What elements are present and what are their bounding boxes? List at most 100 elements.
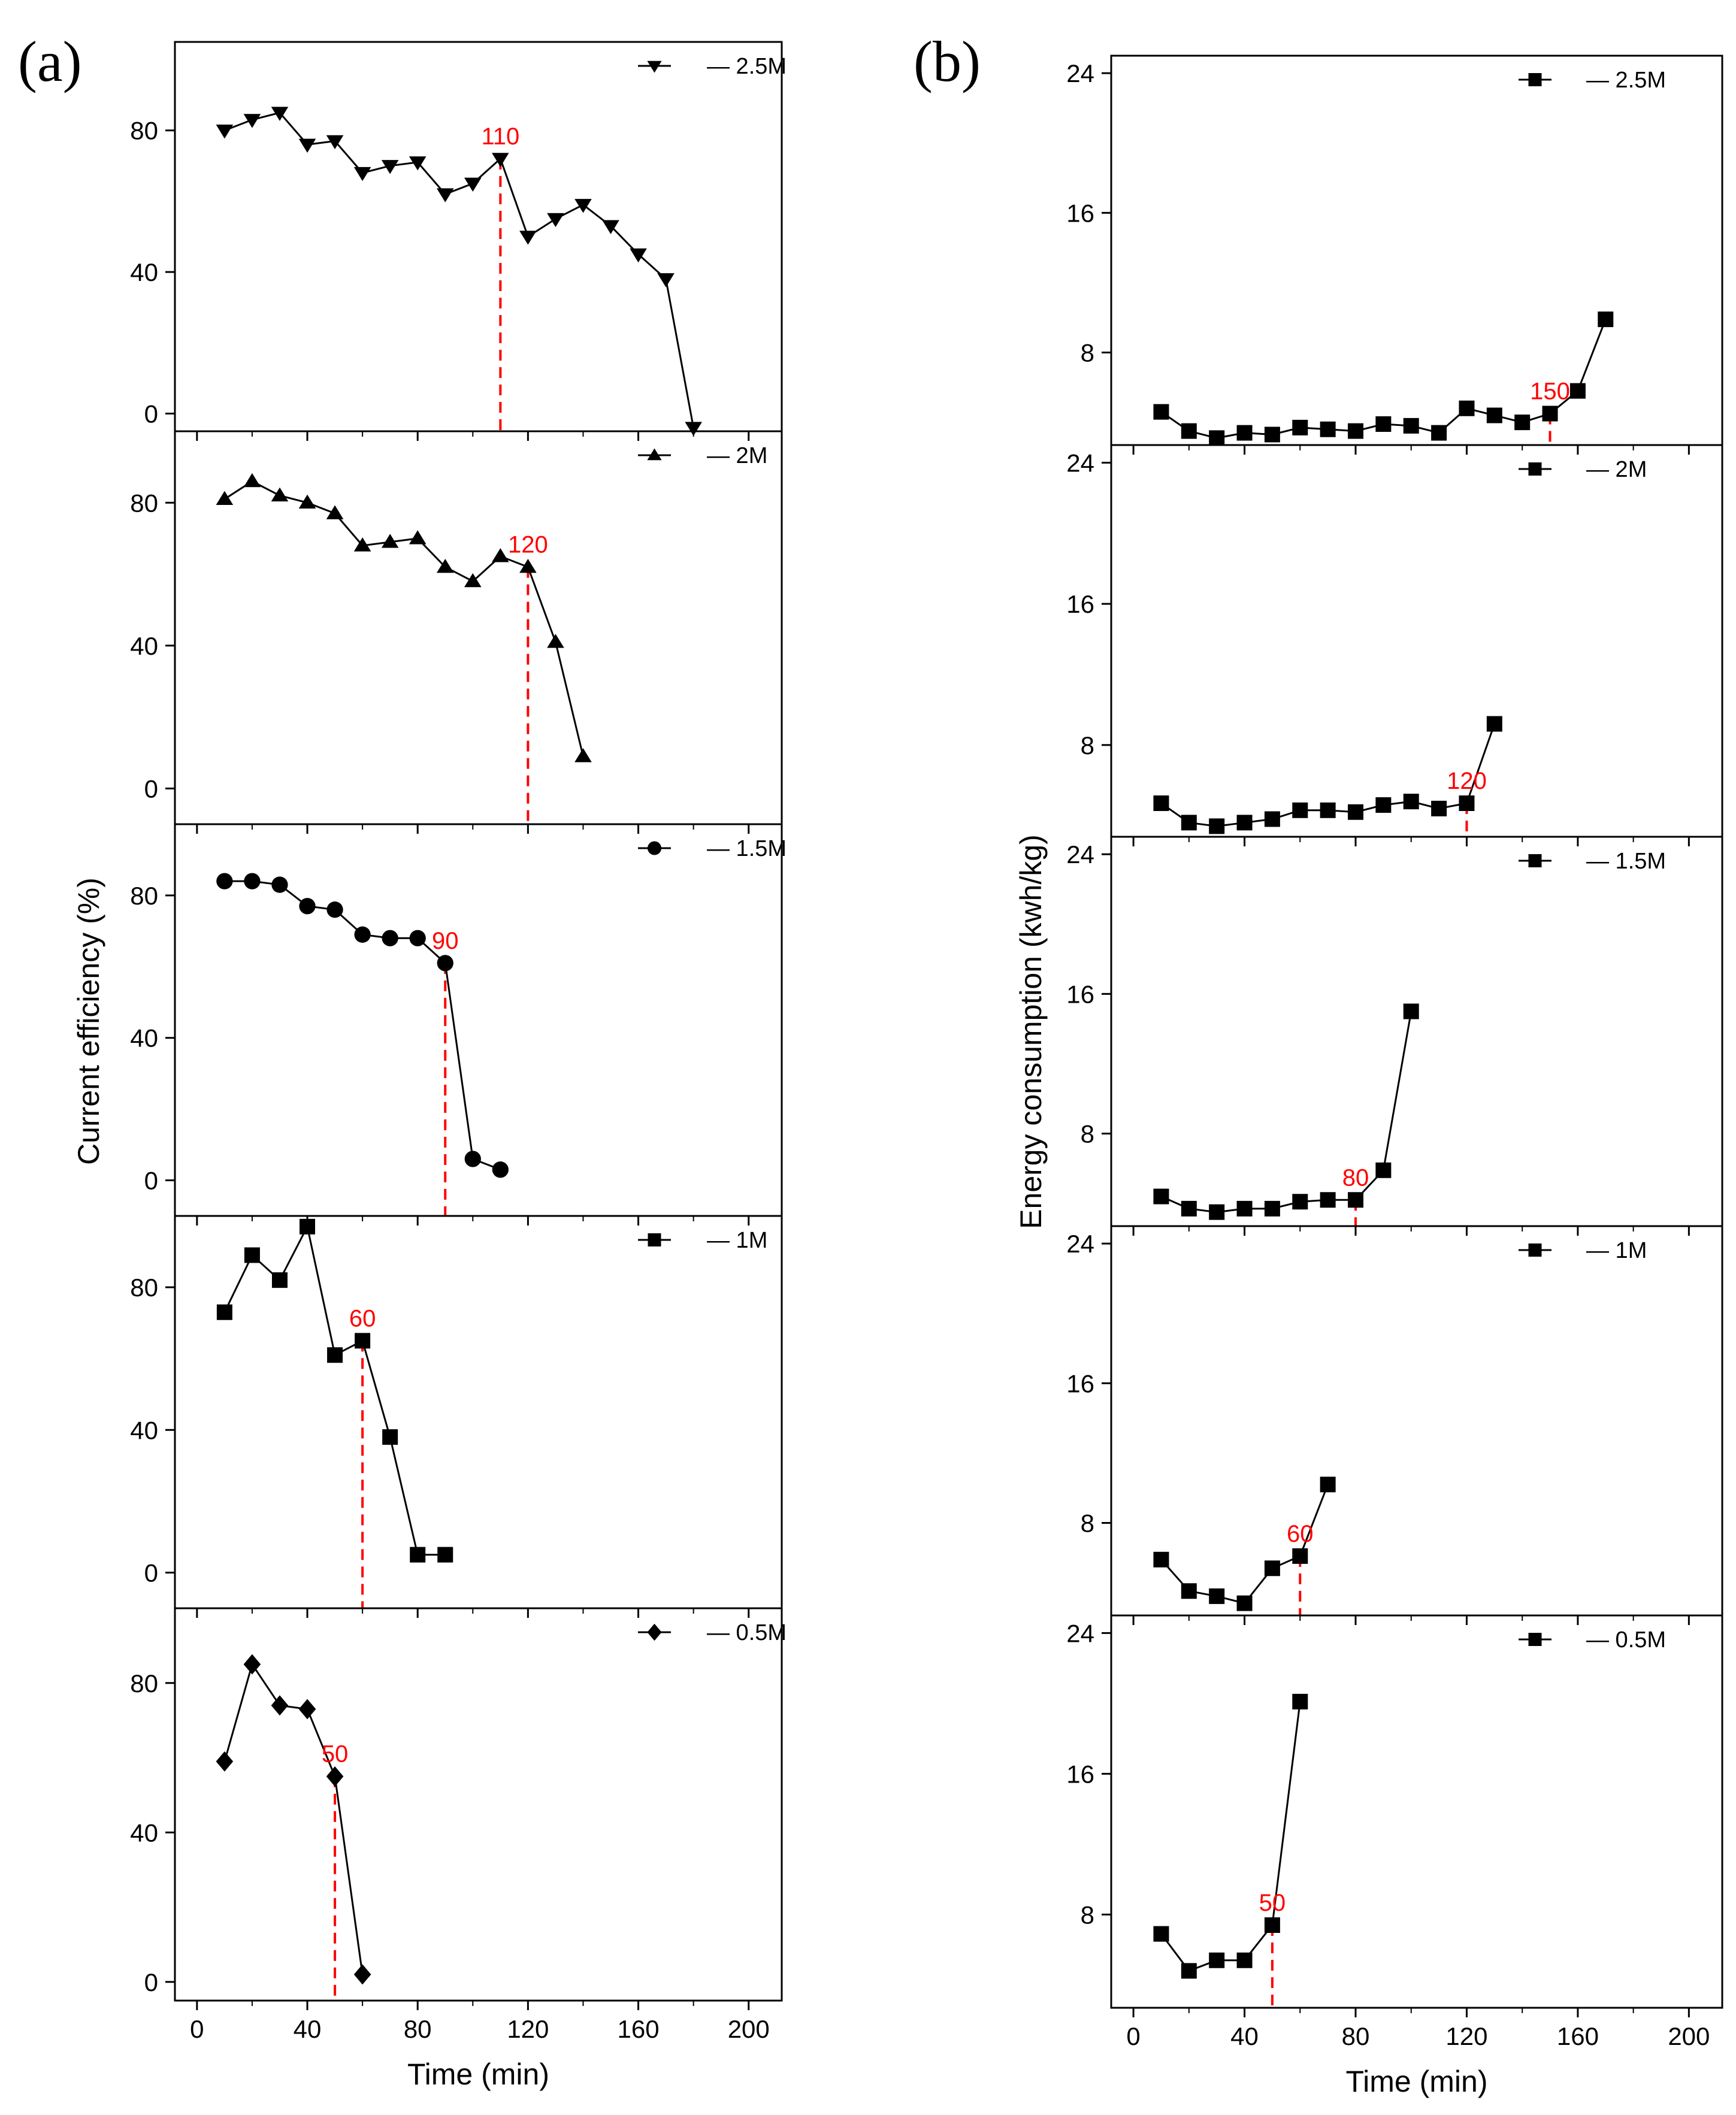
- data-point: [519, 231, 537, 245]
- data-point: [216, 124, 234, 139]
- data-point: [271, 876, 288, 893]
- data-point: [492, 1161, 509, 1178]
- data-point: [271, 487, 289, 502]
- y-tick-label: 24: [1066, 1619, 1094, 1647]
- series-segment: [554, 642, 584, 757]
- axes-frame: [174, 430, 783, 825]
- y-tick-label: 8: [1081, 1120, 1094, 1148]
- data-point: [1375, 416, 1392, 432]
- legend-marker: [648, 1233, 661, 1246]
- data-point: [243, 1654, 261, 1675]
- y-axis-label: Energy consumption (kwh/kg): [1014, 834, 1048, 1229]
- subplot-1M: 8 16 24 60 — 1M: [1066, 1225, 1723, 1625]
- y-tick-label: 80: [130, 117, 158, 145]
- x-tick-label: 80: [1342, 2022, 1370, 2050]
- y-axis-label: Current efficiency (%): [72, 878, 105, 1165]
- data-point: [1431, 800, 1447, 816]
- threshold-label: 110: [481, 123, 519, 150]
- data-point: [1181, 1200, 1197, 1217]
- y-tick-label: 16: [1066, 199, 1094, 227]
- axes-frame: [1110, 836, 1723, 1227]
- series-segment: [1382, 1011, 1413, 1170]
- data-point: [1403, 794, 1419, 810]
- data-point: [300, 1218, 316, 1234]
- series-segment: [444, 963, 474, 1160]
- data-point: [327, 1347, 343, 1363]
- data-point: [1459, 400, 1475, 416]
- data-point: [299, 898, 316, 915]
- y-tick-label: 24: [1066, 59, 1094, 87]
- y-tick-label: 16: [1066, 1760, 1094, 1788]
- data-point: [271, 1272, 288, 1288]
- data-point: [381, 534, 399, 548]
- data-point: [437, 1547, 453, 1563]
- axes-frame: [174, 1215, 783, 1609]
- data-point: [1264, 1560, 1280, 1577]
- y-tick-label: 0: [144, 1968, 158, 1996]
- threshold-label: 80: [1342, 1164, 1369, 1191]
- data-point: [382, 930, 398, 946]
- y-tick-label: 24: [1066, 449, 1094, 477]
- y-tick-label: 0: [144, 1167, 158, 1195]
- data-point: [353, 537, 371, 552]
- data-point: [409, 930, 426, 946]
- data-point: [602, 220, 619, 234]
- data-point: [1403, 1003, 1419, 1019]
- legend-label: — 2M: [707, 443, 767, 468]
- threshold-label: 50: [1259, 1890, 1286, 1916]
- threshold-label: 120: [508, 532, 548, 558]
- data-point: [326, 135, 344, 150]
- data-point: [657, 273, 675, 288]
- data-point: [298, 494, 316, 509]
- data-point: [355, 1333, 371, 1349]
- data-point: [1514, 414, 1531, 431]
- data-point: [243, 473, 261, 488]
- subplot-1.5M: 8 16 24 80 — 1.5M: [1066, 836, 1723, 1236]
- data-point: [353, 167, 371, 181]
- data-point: [630, 248, 647, 263]
- data-point: [436, 188, 454, 202]
- threshold-label: 50: [322, 1741, 349, 1768]
- x-tick-label: 120: [507, 2015, 549, 2043]
- y-tick-label: 40: [130, 632, 158, 660]
- data-point: [1209, 818, 1225, 834]
- data-point: [1320, 1192, 1336, 1208]
- data-point: [1459, 795, 1475, 812]
- data-point: [271, 1695, 289, 1716]
- series-segment: [223, 1254, 253, 1313]
- axes-frame: [1110, 55, 1723, 446]
- y-tick-label: 40: [130, 1024, 158, 1052]
- series-segment: [1577, 319, 1607, 392]
- data-point: [1292, 1693, 1308, 1709]
- data-point: [244, 873, 261, 889]
- legend-marker: [647, 841, 662, 855]
- data-point: [1236, 815, 1253, 831]
- legend-marker: [1528, 854, 1542, 867]
- y-tick-label: 40: [130, 1819, 158, 1847]
- legend-marker: [1528, 1243, 1542, 1257]
- data-point: [1348, 804, 1363, 820]
- x-tick-label: 40: [1230, 2022, 1259, 2050]
- data-point: [326, 901, 343, 918]
- series-segment: [306, 1226, 336, 1355]
- data-point: [574, 199, 592, 213]
- series-segment: [1271, 1701, 1301, 1926]
- data-point: [436, 558, 454, 573]
- subplot-2.5M: 8 16 24 150 — 2.5M: [1066, 55, 1723, 455]
- y-tick-label: 80: [130, 882, 158, 910]
- y-tick-label: 0: [144, 774, 158, 803]
- y-tick-label: 80: [130, 1273, 158, 1302]
- data-point: [1153, 795, 1169, 812]
- y-tick-label: 16: [1066, 980, 1094, 1008]
- series-segment: [665, 279, 695, 428]
- data-point: [1264, 1200, 1280, 1217]
- x-axis-label: Time (min): [407, 2057, 549, 2091]
- subplot-0.5M: 8 16 24 50 — 0.5M: [1066, 1614, 1723, 2017]
- data-point: [216, 491, 234, 506]
- subplot-2M: 0 40 80 120 — 2M: [130, 430, 783, 834]
- data-point: [1181, 1583, 1197, 1599]
- data-point: [271, 107, 289, 121]
- data-point: [1209, 1204, 1225, 1220]
- data-point: [1209, 1588, 1225, 1604]
